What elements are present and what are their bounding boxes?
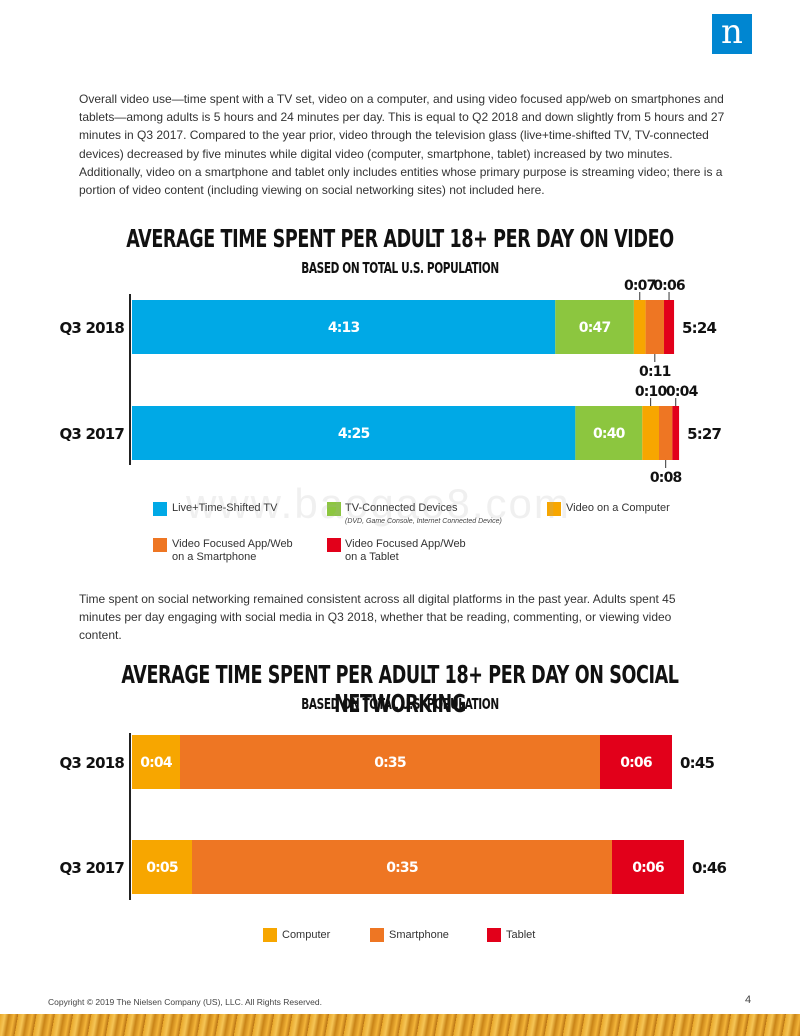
legend-note-tv-connected: (DVD, Game Console, Internet Connected D… (345, 518, 502, 525)
bar-segment (645, 300, 665, 354)
total-label: 5:27 (687, 425, 721, 443)
bar-segment (132, 735, 180, 789)
data-label: 0:07 (624, 278, 656, 294)
decorative-bottom-band (0, 1014, 800, 1036)
data-label: 4:25 (338, 426, 370, 442)
nielsen-logo: n (712, 14, 752, 54)
bar-segment (658, 406, 673, 460)
data-label: 0:05 (146, 860, 178, 876)
legend-label-tablet: Tablet (506, 929, 536, 941)
data-label: 0:35 (386, 860, 418, 876)
data-label: 0:06 (620, 755, 652, 771)
legend-line: Video Focused App/Web (172, 538, 293, 550)
total-label: 0:46 (692, 859, 726, 877)
category-label: Q3 2018 (59, 754, 124, 772)
social-paragraph: Time spent on social networking remained… (79, 592, 676, 643)
data-label: 0:04 (666, 384, 699, 400)
legend-swatch-smartphone (153, 538, 167, 552)
legend-label-tv-connected: TV-Connected Devices (DVD, Game Console,… (345, 502, 502, 528)
category-label: Q3 2017 (59, 425, 124, 443)
video-chart-subtitle: BASED ON TOTAL U.S. POPULATION (301, 259, 499, 277)
bar-segment (132, 840, 192, 894)
watermark: www.baogao8.com (186, 480, 571, 527)
legend-label-computer: Video on a Computer (566, 502, 670, 514)
bar-segment (192, 840, 612, 894)
video-chart: Q3 2018 4:13 0:47 0:07 0:11 0:06 5:24 Q3 2017 4:… (59, 278, 722, 486)
category-label: Q3 2017 (59, 859, 124, 877)
legend-line: on a Tablet (345, 551, 399, 563)
bar-segment (633, 300, 646, 354)
legend-label-smartphone: Smartphone (389, 929, 449, 941)
legend-swatch-tablet (487, 928, 501, 942)
data-label: 0:11 (639, 364, 671, 380)
legend-label-tv-connected-name: TV-Connected Devices (345, 502, 458, 514)
copyright-footer: Copyright © 2019 The Nielsen Company (US… (48, 997, 322, 1007)
legend-swatch-computer (547, 502, 561, 516)
legend-line: Video Focused App/Web (345, 538, 466, 550)
bar-segment (612, 840, 684, 894)
bar-segment (180, 735, 600, 789)
intro-paragraph: Overall video use—time spent with a TV s… (79, 92, 725, 198)
social-chart-title: AVERAGE TIME SPENT PER ADULT 18+ PER DAY… (121, 660, 679, 718)
legend-label-computer: Computer (282, 929, 331, 941)
data-label: 0:08 (650, 470, 682, 486)
legend-swatch-tv-connected (327, 502, 341, 516)
category-label: Q3 2018 (59, 319, 124, 337)
data-label: 0:35 (374, 755, 406, 771)
legend-swatch-computer (263, 928, 277, 942)
legend-swatch-live-tv (153, 502, 167, 516)
page-number: 4 (745, 994, 752, 1006)
total-label: 5:24 (682, 319, 716, 337)
legend-line: on a Smartphone (172, 551, 257, 563)
total-label: 0:45 (680, 754, 714, 772)
data-label: 0:06 (653, 278, 685, 294)
data-label: 0:40 (593, 426, 626, 442)
bar-segment (575, 406, 643, 460)
legend-swatch-smartphone (370, 928, 384, 942)
bar-segment (132, 300, 556, 354)
bar-segment (600, 735, 672, 789)
bar-segment (132, 406, 576, 460)
data-label: 0:06 (632, 860, 664, 876)
legend-label-live-tv: Live+Time-Shifted TV (172, 502, 278, 514)
social-chart-subtitle: BASED ON TOTAL U.S. POPULATION (301, 695, 499, 713)
legend-label-tablet: Video Focused App/Web on a Tablet (345, 538, 466, 564)
bar-segment (672, 406, 680, 460)
bar-segment (555, 300, 634, 354)
bar-segment (664, 300, 675, 354)
data-label: 0:04 (140, 755, 173, 771)
data-label: 4:13 (328, 320, 360, 336)
legend-swatch-tablet (327, 538, 341, 552)
video-chart-title: AVERAGE TIME SPENT PER ADULT 18+ PER DAY… (126, 224, 674, 253)
social-chart: Q3 2018 0:04 0:35 0:06 0:45 Q3 2017 0:05 0:35 0:… (59, 733, 727, 900)
data-label: 0:10 (635, 384, 668, 400)
bar-segment (642, 406, 659, 460)
data-label: 0:47 (579, 320, 611, 336)
legend-label-smartphone: Video Focused App/Web on a Smartphone (172, 538, 293, 564)
